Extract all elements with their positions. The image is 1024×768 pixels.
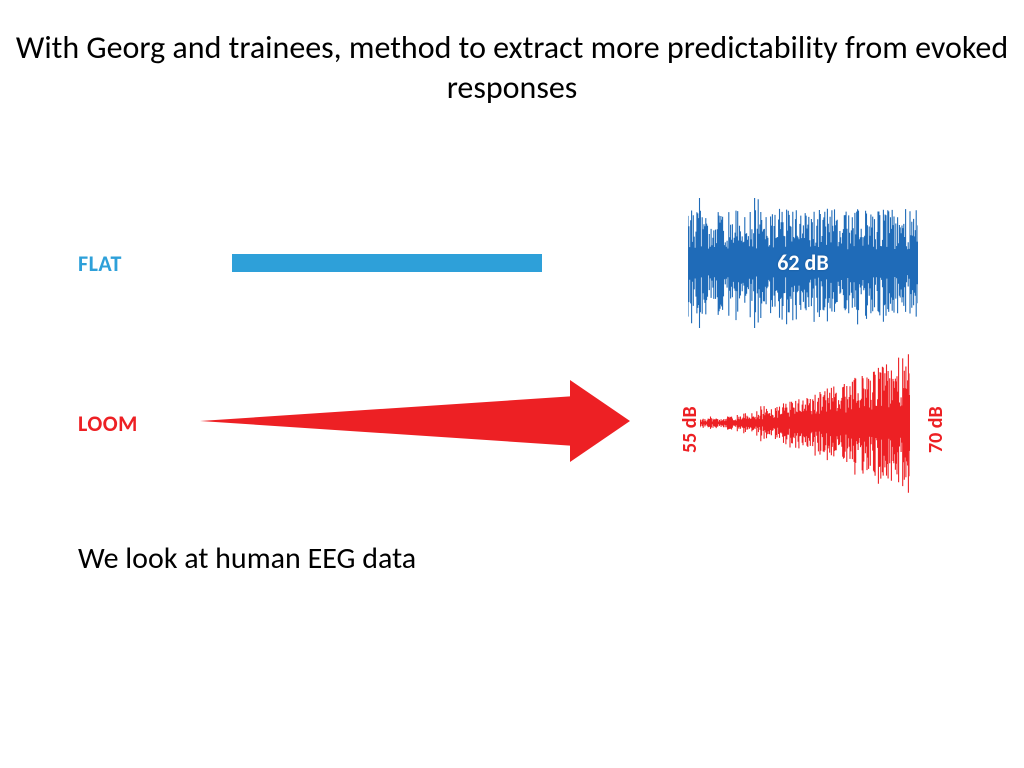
loom-db-end-label: 70 dB xyxy=(924,393,948,453)
footer-text: We look at human EEG data xyxy=(78,540,416,577)
loom-waveform-icon xyxy=(700,348,910,498)
slide-title: With Georg and trainees, method to extra… xyxy=(0,28,1024,108)
slide: With Georg and trainees, method to extra… xyxy=(0,0,1024,768)
loom-label: LOOM xyxy=(78,410,138,437)
flat-label: FLAT xyxy=(78,250,122,277)
loom-db-start-label: 55 dB xyxy=(678,393,702,453)
loom-arrow-icon xyxy=(200,380,630,462)
flat-waveform-icon xyxy=(688,198,918,328)
flat-bar-icon xyxy=(232,254,542,272)
